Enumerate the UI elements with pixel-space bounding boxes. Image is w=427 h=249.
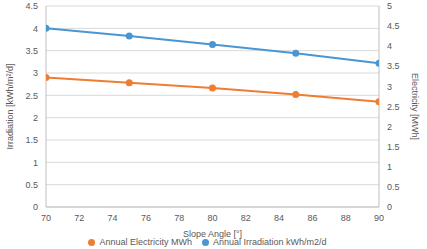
svg-text:3: 3 xyxy=(387,82,392,92)
svg-text:0.5: 0.5 xyxy=(25,180,38,190)
svg-text:Slope Angle [°]: Slope Angle [°] xyxy=(183,229,242,239)
svg-text:2.5: 2.5 xyxy=(387,102,400,112)
svg-text:78: 78 xyxy=(174,213,184,223)
svg-text:0.5: 0.5 xyxy=(387,182,400,192)
svg-text:2: 2 xyxy=(33,113,38,123)
svg-text:72: 72 xyxy=(74,213,84,223)
svg-text:88: 88 xyxy=(341,213,351,223)
svg-text:3.5: 3.5 xyxy=(25,46,38,56)
svg-text:70: 70 xyxy=(41,213,51,223)
svg-text:3.5: 3.5 xyxy=(387,61,400,71)
html-text:Annual Irradiation kWh/m2/d: Annual Irradiation kWh/m2/d xyxy=(213,237,327,247)
svg-text:4: 4 xyxy=(387,41,392,51)
svg-text:1: 1 xyxy=(33,158,38,168)
svg-text:Irradiation [kWh/m²/d]: Irradiation [kWh/m²/d] xyxy=(8,63,15,149)
svg-text:1.5: 1.5 xyxy=(387,142,400,152)
svg-text:Electricity [MWh]: Electricity [MWh] xyxy=(410,73,419,140)
svg-text:84: 84 xyxy=(274,213,284,223)
svg-text:76: 76 xyxy=(141,213,151,223)
svg-text:0: 0 xyxy=(33,202,38,212)
svg-text:1.5: 1.5 xyxy=(25,135,38,145)
svg-text:4.5: 4.5 xyxy=(387,21,400,31)
svg-text:5: 5 xyxy=(387,1,392,11)
svg-text:80: 80 xyxy=(207,213,217,223)
svg-text:82: 82 xyxy=(241,213,251,223)
svg-text:2.5: 2.5 xyxy=(25,91,38,101)
svg-text:86: 86 xyxy=(307,213,317,223)
html-text:Annual Electricity MWh: Annual Electricity MWh xyxy=(99,237,192,247)
svg-text:74: 74 xyxy=(108,213,118,223)
svg-text:90: 90 xyxy=(374,213,384,223)
svg-text:1: 1 xyxy=(387,162,392,172)
svg-text:4: 4 xyxy=(33,24,38,34)
svg-text:2: 2 xyxy=(387,122,392,132)
svg-text:3: 3 xyxy=(33,68,38,78)
svg-text:4.5: 4.5 xyxy=(25,1,38,11)
svg-text:0: 0 xyxy=(387,202,392,212)
